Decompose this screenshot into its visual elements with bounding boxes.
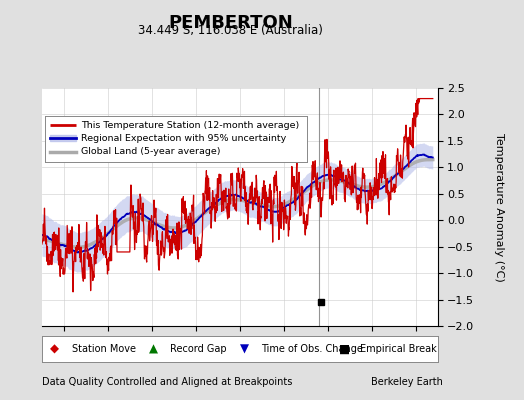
Text: PEMBERTON: PEMBERTON [168, 14, 293, 32]
Text: ▲: ▲ [149, 342, 158, 356]
Text: Time of Obs. Change: Time of Obs. Change [261, 344, 363, 354]
Text: Regional Expectation with 95% uncertainty: Regional Expectation with 95% uncertaint… [81, 134, 287, 142]
Text: Empirical Break: Empirical Break [361, 344, 437, 354]
Text: ◆: ◆ [50, 342, 59, 356]
Text: Data Quality Controlled and Aligned at Breakpoints: Data Quality Controlled and Aligned at B… [42, 377, 292, 387]
Text: 34.449 S, 116.038 E (Australia): 34.449 S, 116.038 E (Australia) [138, 24, 323, 37]
Text: ▼: ▼ [239, 342, 249, 356]
Text: This Temperature Station (12-month average): This Temperature Station (12-month avera… [81, 121, 300, 130]
Text: Station Move: Station Move [72, 344, 136, 354]
Text: Record Gap: Record Gap [170, 344, 227, 354]
Text: Global Land (5-year average): Global Land (5-year average) [81, 147, 221, 156]
Y-axis label: Temperature Anomaly (°C): Temperature Anomaly (°C) [494, 133, 504, 281]
Text: Berkeley Earth: Berkeley Earth [371, 377, 443, 387]
Text: ■: ■ [339, 342, 350, 356]
